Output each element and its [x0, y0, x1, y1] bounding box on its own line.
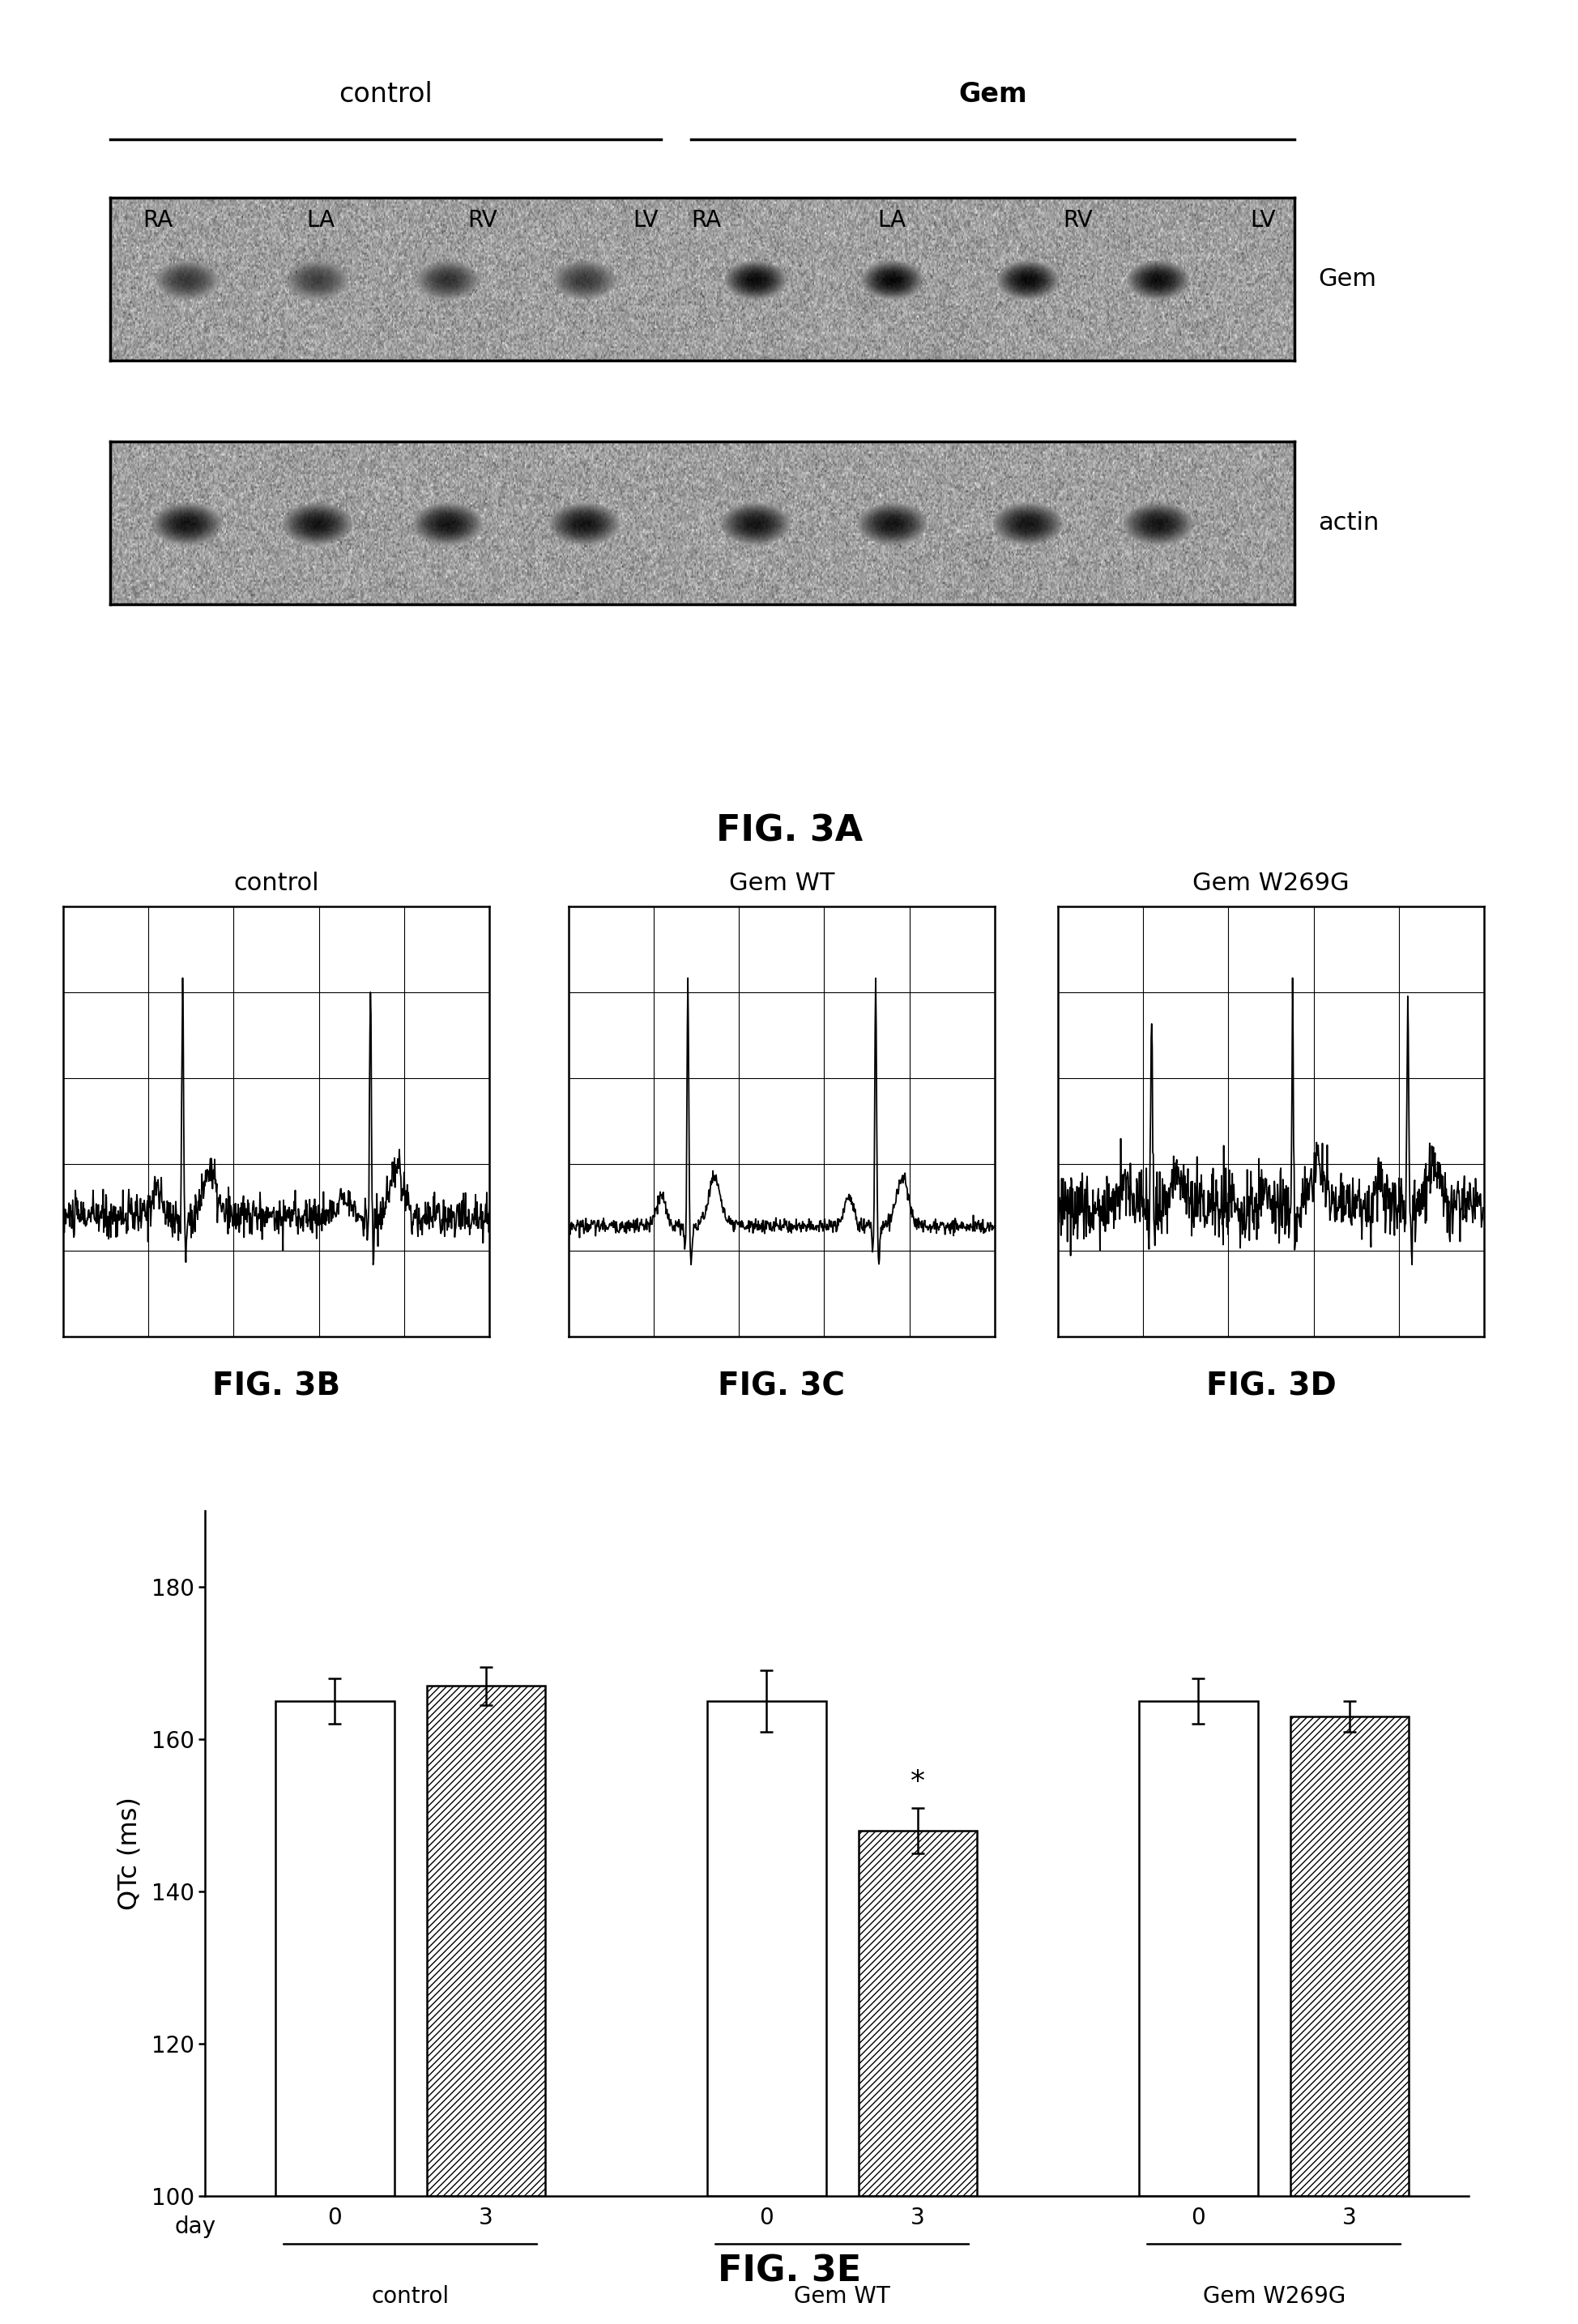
Bar: [1138, 1701, 1258, 2196]
Bar: [275, 1701, 394, 2196]
Y-axis label: QTc (ms): QTc (ms): [117, 1796, 142, 1910]
Text: RA: RA: [691, 209, 721, 232]
Bar: [707, 1701, 825, 2196]
Text: Gem WT: Gem WT: [729, 872, 833, 895]
Text: RV: RV: [467, 209, 497, 232]
Bar: [1289, 1715, 1408, 2196]
Text: control: control: [339, 81, 432, 109]
Text: Gem W269G: Gem W269G: [1191, 872, 1349, 895]
Text: Gem: Gem: [1318, 267, 1376, 290]
Text: RV: RV: [1062, 209, 1092, 232]
Bar: [426, 1685, 544, 2196]
Text: control: control: [234, 872, 319, 895]
Text: FIG. 3A: FIG. 3A: [716, 813, 862, 848]
Text: LA: LA: [877, 209, 906, 232]
Text: *: *: [911, 1769, 925, 1796]
Text: RA: RA: [142, 209, 174, 232]
Text: Gem WT: Gem WT: [794, 2284, 890, 2308]
Text: FIG. 3E: FIG. 3E: [718, 2254, 860, 2289]
Text: FIG. 3D: FIG. 3D: [1206, 1371, 1335, 1401]
Text: actin: actin: [1318, 511, 1379, 535]
Text: LA: LA: [306, 209, 335, 232]
Text: Gem: Gem: [958, 81, 1026, 109]
Text: FIG. 3C: FIG. 3C: [718, 1371, 844, 1401]
Text: LV: LV: [1250, 209, 1275, 232]
Text: FIG. 3B: FIG. 3B: [211, 1371, 341, 1401]
Text: control: control: [371, 2284, 450, 2308]
Text: Gem W269G: Gem W269G: [1202, 2284, 1344, 2308]
Text: day: day: [175, 2215, 216, 2238]
Bar: [858, 1831, 977, 2196]
Text: LV: LV: [633, 209, 658, 232]
